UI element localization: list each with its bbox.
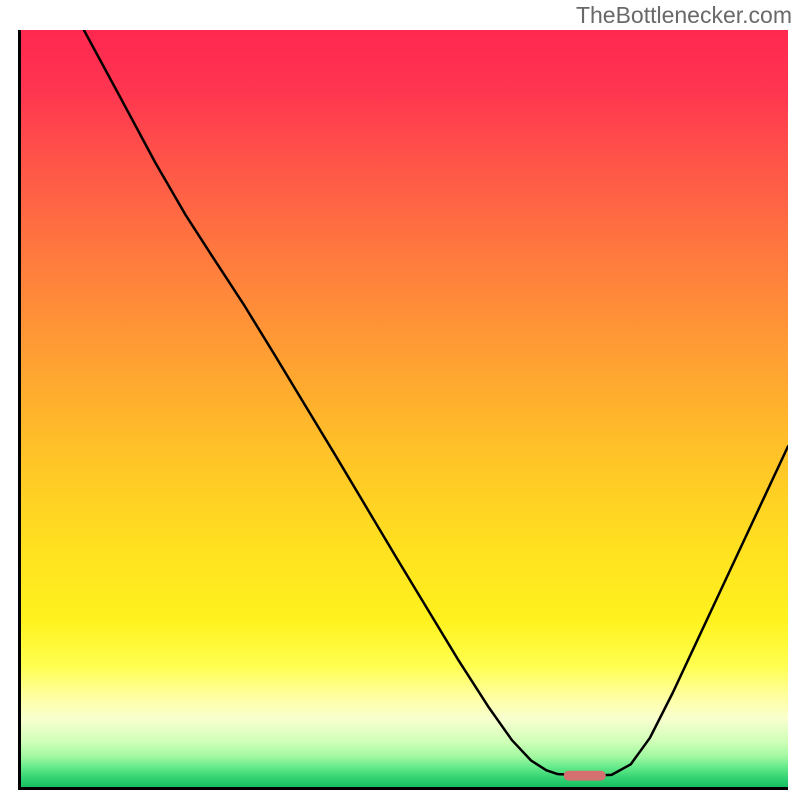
bottleneck-curve [84,30,788,776]
chart-curve-layer [21,30,788,787]
watermark-text: TheBottlenecker.com [576,2,792,29]
optimal-marker [564,771,606,781]
chart-plot-area [18,30,788,790]
